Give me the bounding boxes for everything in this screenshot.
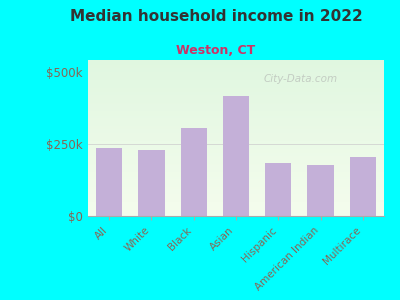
Bar: [265, 163, 291, 216]
Text: City-Data.com: City-Data.com: [264, 74, 338, 84]
Bar: [223, 96, 249, 216]
Bar: [308, 165, 334, 216]
Bar: [96, 148, 122, 216]
Bar: [181, 128, 207, 216]
Bar: [138, 150, 164, 216]
Bar: [350, 157, 376, 216]
Text: Weston, CT: Weston, CT: [176, 44, 256, 56]
Text: Median household income in 2022: Median household income in 2022: [70, 9, 362, 24]
